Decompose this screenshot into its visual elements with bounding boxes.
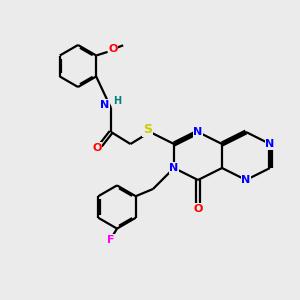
- Text: O: O: [108, 44, 118, 54]
- Text: N: N: [242, 175, 250, 185]
- Text: N: N: [100, 100, 109, 110]
- Text: N: N: [266, 139, 274, 149]
- Text: N: N: [169, 163, 178, 173]
- Text: S: S: [143, 123, 152, 136]
- Text: O: O: [92, 143, 102, 153]
- Text: H: H: [113, 96, 122, 106]
- Text: N: N: [194, 127, 202, 137]
- Text: F: F: [107, 235, 115, 245]
- Text: O: O: [193, 204, 203, 214]
